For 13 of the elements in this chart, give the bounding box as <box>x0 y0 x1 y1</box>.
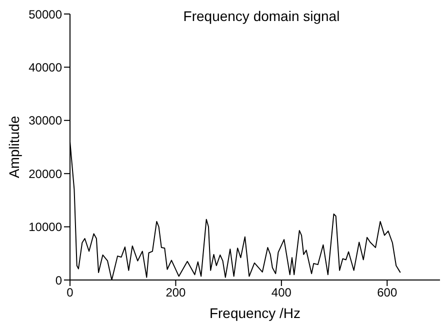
y-tick-label: 30000 <box>28 114 62 128</box>
chart-title: Frequency domain signal <box>182 8 341 24</box>
y-tick-label: 10000 <box>28 220 62 234</box>
x-tick-label: 200 <box>166 286 186 300</box>
y-tick-label: 0 <box>55 273 62 288</box>
y-tick-label: 50000 <box>28 7 62 22</box>
y-tick-label: 40000 <box>28 60 62 74</box>
x-tick-label: 400 <box>271 286 292 300</box>
x-tick-label: 600 <box>377 286 398 300</box>
y-axis-title: Amplitude <box>6 116 22 178</box>
x-axis-title: Frequency /Hz <box>209 305 301 321</box>
x-tick-label: 0 <box>66 286 74 300</box>
y-tick-label: 20000 <box>28 166 62 181</box>
